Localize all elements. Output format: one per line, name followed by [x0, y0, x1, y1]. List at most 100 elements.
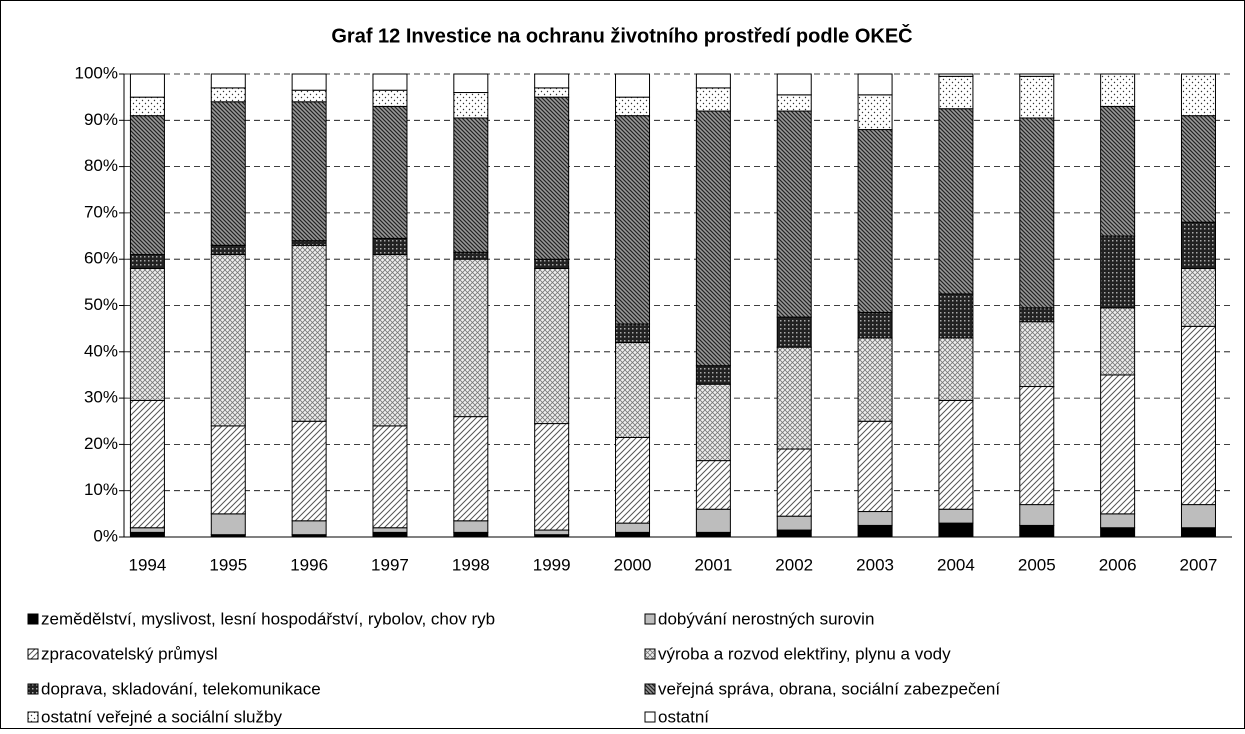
- bar-segment: [210, 513, 246, 536]
- chart-title: Graf 12 Investice na ochranu životního p…: [331, 23, 912, 47]
- x-tick-label: 2004: [937, 555, 975, 574]
- bar-segment: [615, 522, 651, 533]
- bar-segment: [453, 117, 489, 253]
- y-tick-label: 40%: [84, 341, 118, 360]
- bar-segment: [938, 108, 974, 295]
- bar-segment: [129, 96, 165, 117]
- x-tick-label: 2007: [1180, 555, 1218, 574]
- bar-segment: [1019, 386, 1055, 506]
- bar-segment: [857, 524, 893, 538]
- bar-segment: [210, 87, 246, 103]
- legend-label: ostatní veřejné a sociální služby: [41, 707, 282, 726]
- bar-segment: [615, 342, 651, 438]
- legend-label: zemědělství, myslivost, lesní hospodářst…: [41, 609, 495, 628]
- y-tick-label: 80%: [84, 156, 118, 175]
- bar-segment: [938, 73, 974, 77]
- bar-segment: [857, 420, 893, 513]
- bar-segment: [857, 94, 893, 131]
- bar-segment: [695, 73, 731, 89]
- y-tick-label: 20%: [84, 434, 118, 453]
- bar-segment: [534, 529, 570, 536]
- legend-swatch: [27, 648, 39, 660]
- legend-label: veřejná správa, obrana, sociální zabezpe…: [658, 679, 1000, 698]
- legend-label: zpracovatelský průmysl: [41, 644, 218, 663]
- bar-segment: [291, 240, 327, 246]
- bar-segment: [615, 115, 651, 325]
- bar-segment: [776, 529, 812, 538]
- bar-segment: [372, 237, 408, 256]
- bar-segment: [776, 515, 812, 531]
- bar-segment: [453, 73, 489, 94]
- legend-label: doprava, skladování, telekomunikace: [41, 679, 321, 698]
- bar-segment: [129, 267, 165, 401]
- bar-segment: [291, 89, 327, 103]
- bar-segment: [938, 399, 974, 510]
- bar-segment: [210, 73, 246, 89]
- bar-segment: [695, 531, 731, 538]
- bar-segment: [372, 73, 408, 91]
- bar-segment: [453, 251, 489, 260]
- bar-segment: [776, 110, 812, 318]
- bar-segment: [129, 254, 165, 269]
- bar-segment: [776, 94, 812, 112]
- bar-segment: [1019, 504, 1055, 526]
- x-tick-label: 1997: [371, 555, 409, 574]
- bar-segment: [695, 87, 731, 112]
- bar-segment: [1180, 115, 1216, 223]
- bar-segment: [129, 531, 165, 538]
- x-tick-label: 2006: [1099, 555, 1137, 574]
- bar-segment: [129, 399, 165, 529]
- bar-segment: [857, 129, 893, 313]
- bar-segment: [534, 423, 570, 531]
- bar-segment: [1100, 105, 1136, 237]
- bar-segment: [291, 73, 327, 91]
- bar-segment: [695, 110, 731, 367]
- bar-segment: [857, 311, 893, 339]
- bar-segment: [1180, 73, 1216, 117]
- bar-segment: [938, 508, 974, 524]
- bar-segment: [776, 316, 812, 348]
- bar-segment: [372, 254, 408, 427]
- bar-segment: [1100, 374, 1136, 515]
- legend-swatch: [644, 711, 656, 723]
- bar-segment: [615, 436, 651, 524]
- bar-segment: [129, 115, 165, 256]
- legend-label: ostatní: [658, 707, 709, 726]
- y-tick-label: 100%: [75, 63, 118, 82]
- bar-segment: [534, 258, 570, 269]
- y-tick-label: 10%: [84, 480, 118, 499]
- bar-segment: [372, 425, 408, 529]
- legend-swatch: [27, 613, 39, 625]
- bar-segment: [1100, 73, 1136, 107]
- bar-segment: [1180, 527, 1216, 538]
- y-tick-label: 90%: [84, 110, 118, 129]
- legend-swatch: [27, 683, 39, 695]
- bar-segment: [938, 522, 974, 538]
- x-tick-label: 2000: [614, 555, 652, 574]
- x-tick-label: 1999: [533, 555, 571, 574]
- bar-segment: [615, 323, 651, 344]
- bar-segment: [291, 244, 327, 422]
- bar-segment: [372, 89, 408, 107]
- bar-segment: [534, 96, 570, 260]
- bar-segment: [615, 96, 651, 117]
- legend-label: dobývání nerostných surovin: [658, 609, 874, 628]
- bar-segment: [615, 73, 651, 98]
- bar-segment: [453, 416, 489, 522]
- bar-segment: [1019, 307, 1055, 323]
- legend-swatch: [27, 711, 39, 723]
- x-tick-label: 2001: [694, 555, 732, 574]
- bar-segment: [291, 520, 327, 536]
- bar-segment: [534, 73, 570, 89]
- x-tick-label: 1994: [129, 555, 167, 574]
- y-tick-label: 50%: [84, 295, 118, 314]
- bar-segment: [372, 531, 408, 538]
- bar-segment: [1019, 117, 1055, 309]
- bar-segment: [1019, 75, 1055, 119]
- x-tick-label: 2005: [1018, 555, 1056, 574]
- bar-segment: [291, 420, 327, 522]
- bar-segment: [210, 244, 246, 256]
- bar-segment: [1100, 235, 1136, 309]
- bar-segment: [453, 258, 489, 418]
- bar-segment: [938, 75, 974, 110]
